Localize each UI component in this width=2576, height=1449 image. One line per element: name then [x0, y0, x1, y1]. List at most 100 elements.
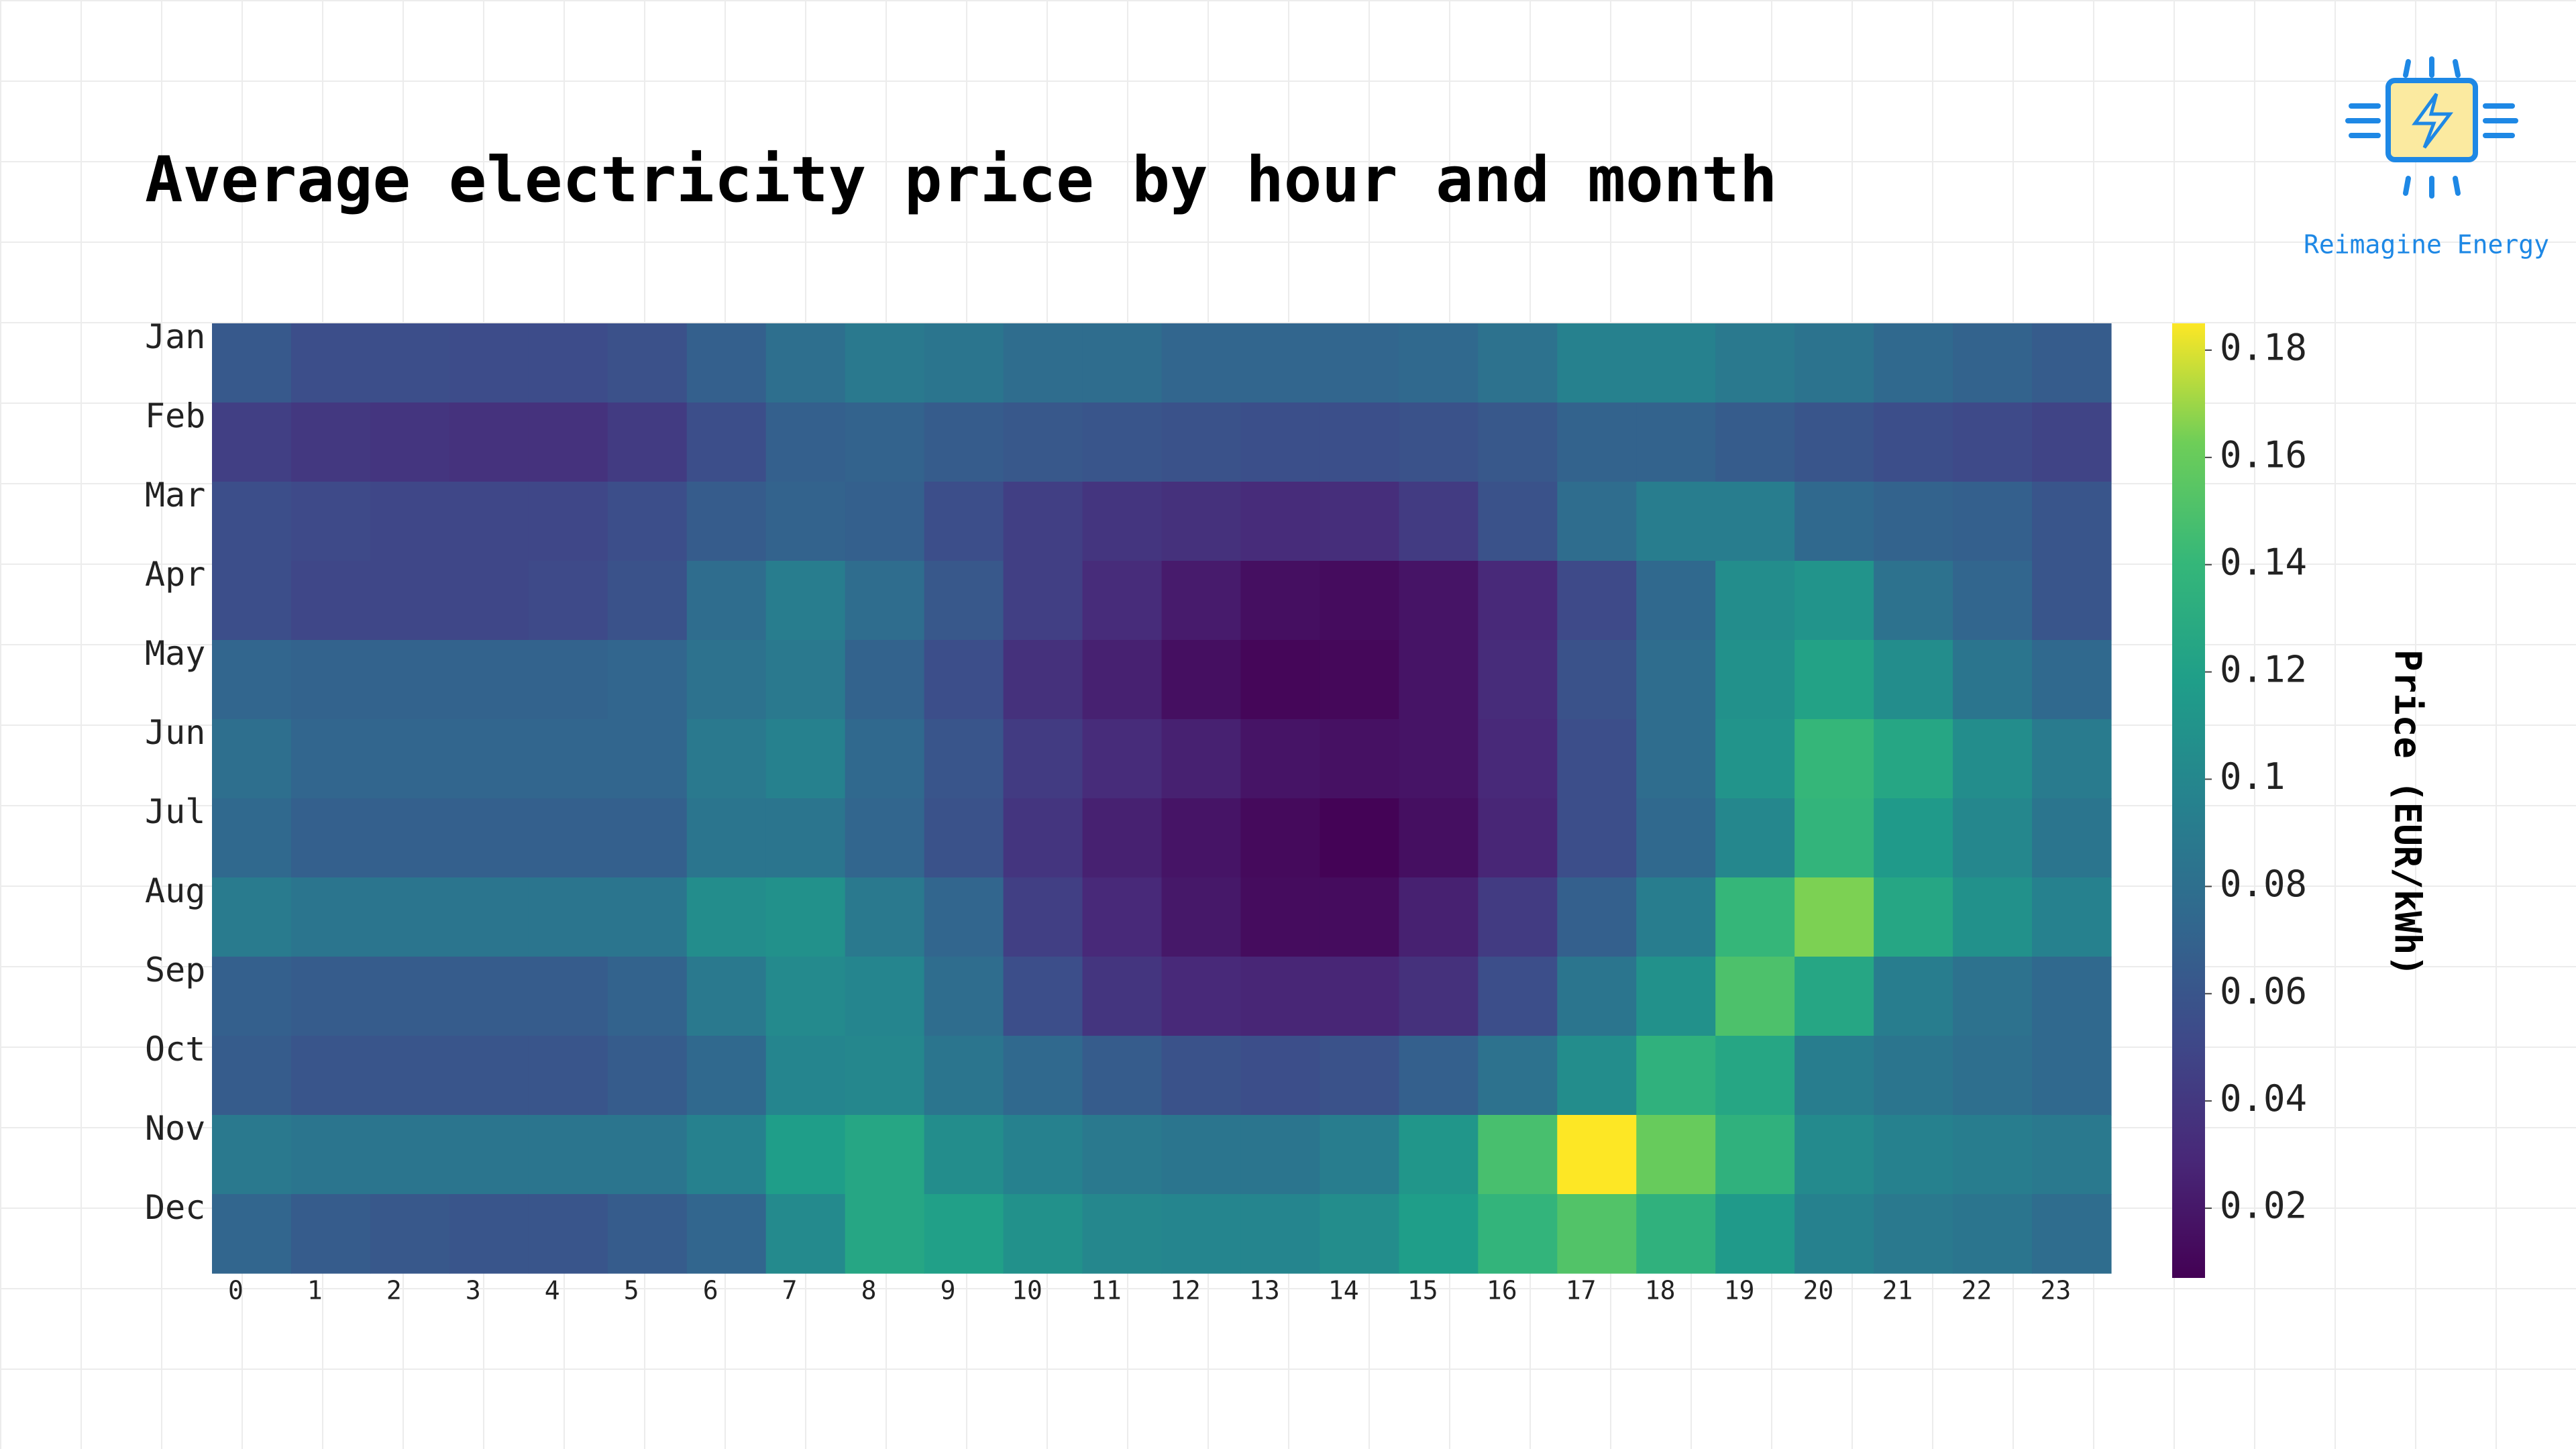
- heatmap-cell: [1320, 1115, 1399, 1195]
- heatmap-cell: [212, 957, 292, 1036]
- heatmap-cell: [686, 482, 767, 561]
- heatmap-cell: [1874, 719, 1953, 799]
- heatmap-cell: [1003, 561, 1083, 641]
- heatmap-cell: [1161, 640, 1242, 720]
- heatmap-cell: [1003, 402, 1083, 482]
- heatmap-cell: [1557, 402, 1637, 482]
- heatmap-cell: [290, 1115, 371, 1195]
- heatmap-cell: [212, 719, 292, 799]
- heatmap-cell: [1953, 1194, 2033, 1274]
- heatmap-cell: [1715, 957, 1795, 1036]
- heatmap-cell: [1953, 402, 2033, 482]
- heatmap-cell: [2032, 719, 2112, 799]
- heatmap-cell: [290, 1194, 371, 1274]
- heatmap-cell: [449, 1194, 529, 1274]
- heatmap-cell: [765, 798, 846, 878]
- heatmap-cell: [1399, 561, 1479, 641]
- heatmap-cell: [1240, 1115, 1321, 1195]
- heatmap-cell: [1003, 1194, 1083, 1274]
- heatmap-cell: [370, 323, 450, 403]
- y-tick-label: Mar: [145, 476, 205, 515]
- heatmap-cell: [924, 877, 1004, 957]
- heatmap-cell: [2032, 561, 2112, 641]
- colorbar-tick-label: 0.1: [2220, 755, 2286, 798]
- heatmap-cell: [1478, 640, 1558, 720]
- heatmap-cell: [290, 561, 371, 641]
- heatmap-cell: [1636, 640, 1716, 720]
- heatmap-cell: [1478, 561, 1558, 641]
- heatmap-cell: [528, 402, 608, 482]
- heatmap-cell: [1003, 1115, 1083, 1195]
- heatmap-cell: [686, 1194, 767, 1274]
- heatmap-cell: [1874, 1115, 1953, 1195]
- heatmap-cell: [924, 640, 1004, 720]
- heatmap-cell: [1636, 323, 1716, 403]
- heatmap-cell: [845, 640, 925, 720]
- heatmap-cell: [290, 957, 371, 1036]
- x-tick-label: 9: [941, 1276, 956, 1305]
- heatmap-cell: [370, 402, 450, 482]
- heatmap-cell: [212, 561, 292, 641]
- heatmap-cell: [1953, 323, 2033, 403]
- heatmap-cell: [1715, 640, 1795, 720]
- heatmap-cell: [449, 877, 529, 957]
- heatmap-cell: [212, 1036, 292, 1116]
- heatmap-cell: [845, 798, 925, 878]
- heatmap-cell: [1161, 877, 1242, 957]
- heatmap-cell: [1953, 482, 2033, 561]
- heatmap-cell: [1874, 798, 1953, 878]
- heatmap-cell: [924, 482, 1004, 561]
- heatmap-cell: [290, 402, 371, 482]
- heatmap-cell: [2032, 877, 2112, 957]
- heatmap-cell: [686, 957, 767, 1036]
- heatmap-cell: [924, 1115, 1004, 1195]
- heatmap-cell: [1240, 561, 1321, 641]
- heatmap-cell: [528, 719, 608, 799]
- heatmap-cell: [2032, 798, 2112, 878]
- heatmap-cell: [607, 877, 688, 957]
- heatmap-cell: [1874, 1194, 1953, 1274]
- heatmap-cell: [1003, 482, 1083, 561]
- heatmap-cell: [370, 561, 450, 641]
- heatmap-cell: [370, 719, 450, 799]
- heatmap-cell: [1240, 402, 1321, 482]
- heatmap-cell: [1320, 957, 1399, 1036]
- heatmap-cell: [607, 1036, 688, 1116]
- heatmap-cell: [924, 957, 1004, 1036]
- heatmap-cell: [1320, 323, 1399, 403]
- colorbar-tick-label: 0.02: [2220, 1185, 2307, 1227]
- colorbar-tick-label: 0.06: [2220, 970, 2307, 1012]
- heatmap-cell: [1557, 1194, 1637, 1274]
- heatmap-cell: [1082, 719, 1163, 799]
- heatmap-cell: [449, 719, 529, 799]
- heatmap-cell: [2032, 1194, 2112, 1274]
- heatmap-cell: [686, 640, 767, 720]
- heatmap-cell: [1953, 1115, 2033, 1195]
- heatmap-cell: [686, 1115, 767, 1195]
- x-tick-label: 12: [1170, 1276, 1201, 1305]
- heatmap-cell: [1874, 402, 1953, 482]
- heatmap-cell: [449, 1036, 529, 1116]
- heatmap-cell: [1953, 640, 2033, 720]
- heatmap-cell: [1399, 798, 1479, 878]
- heatmap-cell: [607, 561, 688, 641]
- heatmap-cell: [1240, 719, 1321, 799]
- heatmap-cell: [1715, 1036, 1795, 1116]
- heatmap-cell: [1794, 561, 1874, 641]
- heatmap-cell: [924, 323, 1004, 403]
- heatmap-cell: [1399, 1194, 1479, 1274]
- heatmap-cell: [924, 798, 1004, 878]
- heatmap-cell: [686, 402, 767, 482]
- heatmap-cell: [1082, 402, 1163, 482]
- heatmap-cell: [290, 482, 371, 561]
- x-tick-label: 7: [782, 1276, 798, 1305]
- heatmap-cell: [1636, 798, 1716, 878]
- heatmap-cell: [1399, 957, 1479, 1036]
- y-tick-label: Jan: [145, 317, 205, 356]
- heatmap-cell: [1557, 719, 1637, 799]
- y-tick-label: Feb: [145, 396, 205, 435]
- x-tick-label: 5: [624, 1276, 639, 1305]
- heatmap-cell: [765, 482, 846, 561]
- heatmap-cell: [1161, 323, 1242, 403]
- heatmap-cell: [1320, 719, 1399, 799]
